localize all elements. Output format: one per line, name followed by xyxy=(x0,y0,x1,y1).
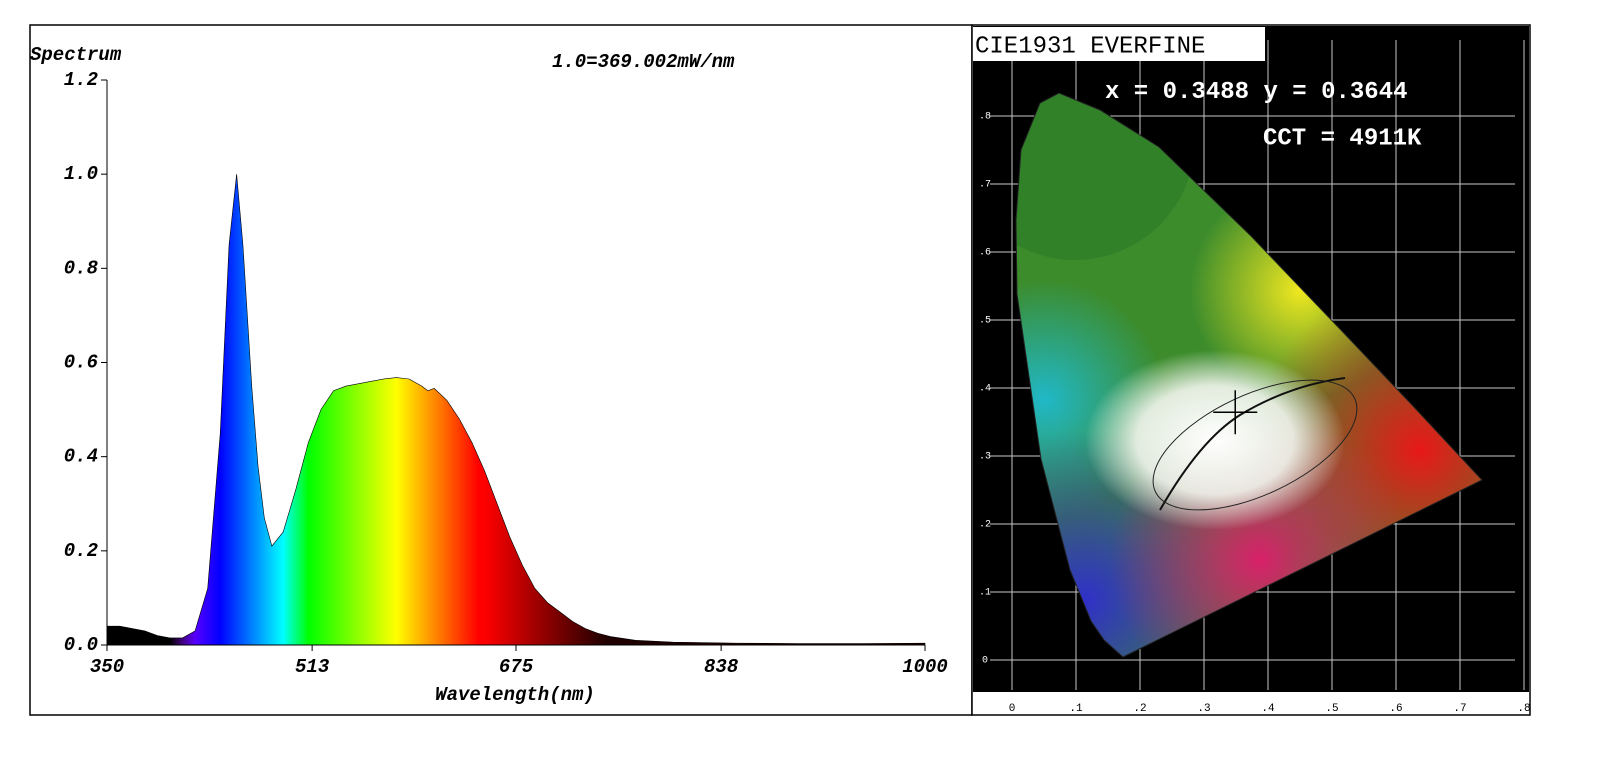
x-tick-label: .2 xyxy=(1133,703,1146,715)
y-tick-label: .3 xyxy=(979,452,991,463)
y-tick-label: 0.4 xyxy=(64,446,98,468)
ellipse xyxy=(1152,379,1358,511)
planckian-locus xyxy=(1159,377,1346,511)
x-tick-label: .5 xyxy=(1325,703,1338,715)
x-tick-label: 1000 xyxy=(902,656,948,678)
y-tick-label: 0.0 xyxy=(64,634,98,656)
y-tick-label: 0 xyxy=(982,656,988,667)
x-tick-label: .1 xyxy=(1069,703,1083,715)
annotation: 1.0=369.002mW/nm xyxy=(552,51,735,73)
y-tick-label: .8 xyxy=(979,112,991,123)
y-tick-label: .4 xyxy=(979,384,991,395)
x-tick-label: 350 xyxy=(90,656,124,678)
y-tick-label: .5 xyxy=(979,316,991,327)
annotation: CCT = 4911K xyxy=(1263,125,1422,152)
x-tick-label: .8 xyxy=(1517,703,1530,715)
y-tick-label: .6 xyxy=(979,248,991,259)
y-tick-label: 0.6 xyxy=(64,352,98,374)
y-tick-label: .2 xyxy=(979,520,991,531)
x-tick-label: 0 xyxy=(1009,703,1016,715)
y-value: 0.3644 xyxy=(1321,79,1407,106)
x-tick-label: .7 xyxy=(1453,703,1466,715)
x-tick-label: 675 xyxy=(499,656,534,678)
spectrum-area xyxy=(106,174,926,646)
crosshair xyxy=(1213,390,1258,435)
y-tick-label: 0.8 xyxy=(64,257,98,279)
spectrum-chart: Spectrum 1.0=369.002mW/nm Wavelength(nm)… xyxy=(30,44,948,706)
coordinates: x = 0.3488 y = 0.3644 xyxy=(1105,79,1408,106)
y-tick-label: 0.2 xyxy=(64,540,98,562)
y-tick-label: 1.2 xyxy=(64,69,98,91)
x-tick-label: 838 xyxy=(704,656,738,678)
y-tick-label: .7 xyxy=(979,180,991,191)
chart-title: Spectrum xyxy=(30,44,122,66)
x-tick-label: .4 xyxy=(1261,703,1275,715)
y-tick-label: 1.0 xyxy=(64,163,98,185)
y-tick-label: .1 xyxy=(979,588,991,599)
x-label: x = xyxy=(1105,79,1148,106)
x-tick-label: .3 xyxy=(1197,703,1210,715)
y-label: y = xyxy=(1263,79,1306,106)
x-axis-label: Wavelength(nm) xyxy=(435,684,595,706)
spectral-locus xyxy=(1015,92,1483,658)
x-tick-label: 513 xyxy=(295,656,330,678)
title-box xyxy=(973,27,1265,61)
chart-title: CIE1931 EVERFINE xyxy=(975,33,1205,60)
x-tick-label: .6 xyxy=(1389,703,1402,715)
x-value: 0.3488 xyxy=(1163,79,1249,106)
